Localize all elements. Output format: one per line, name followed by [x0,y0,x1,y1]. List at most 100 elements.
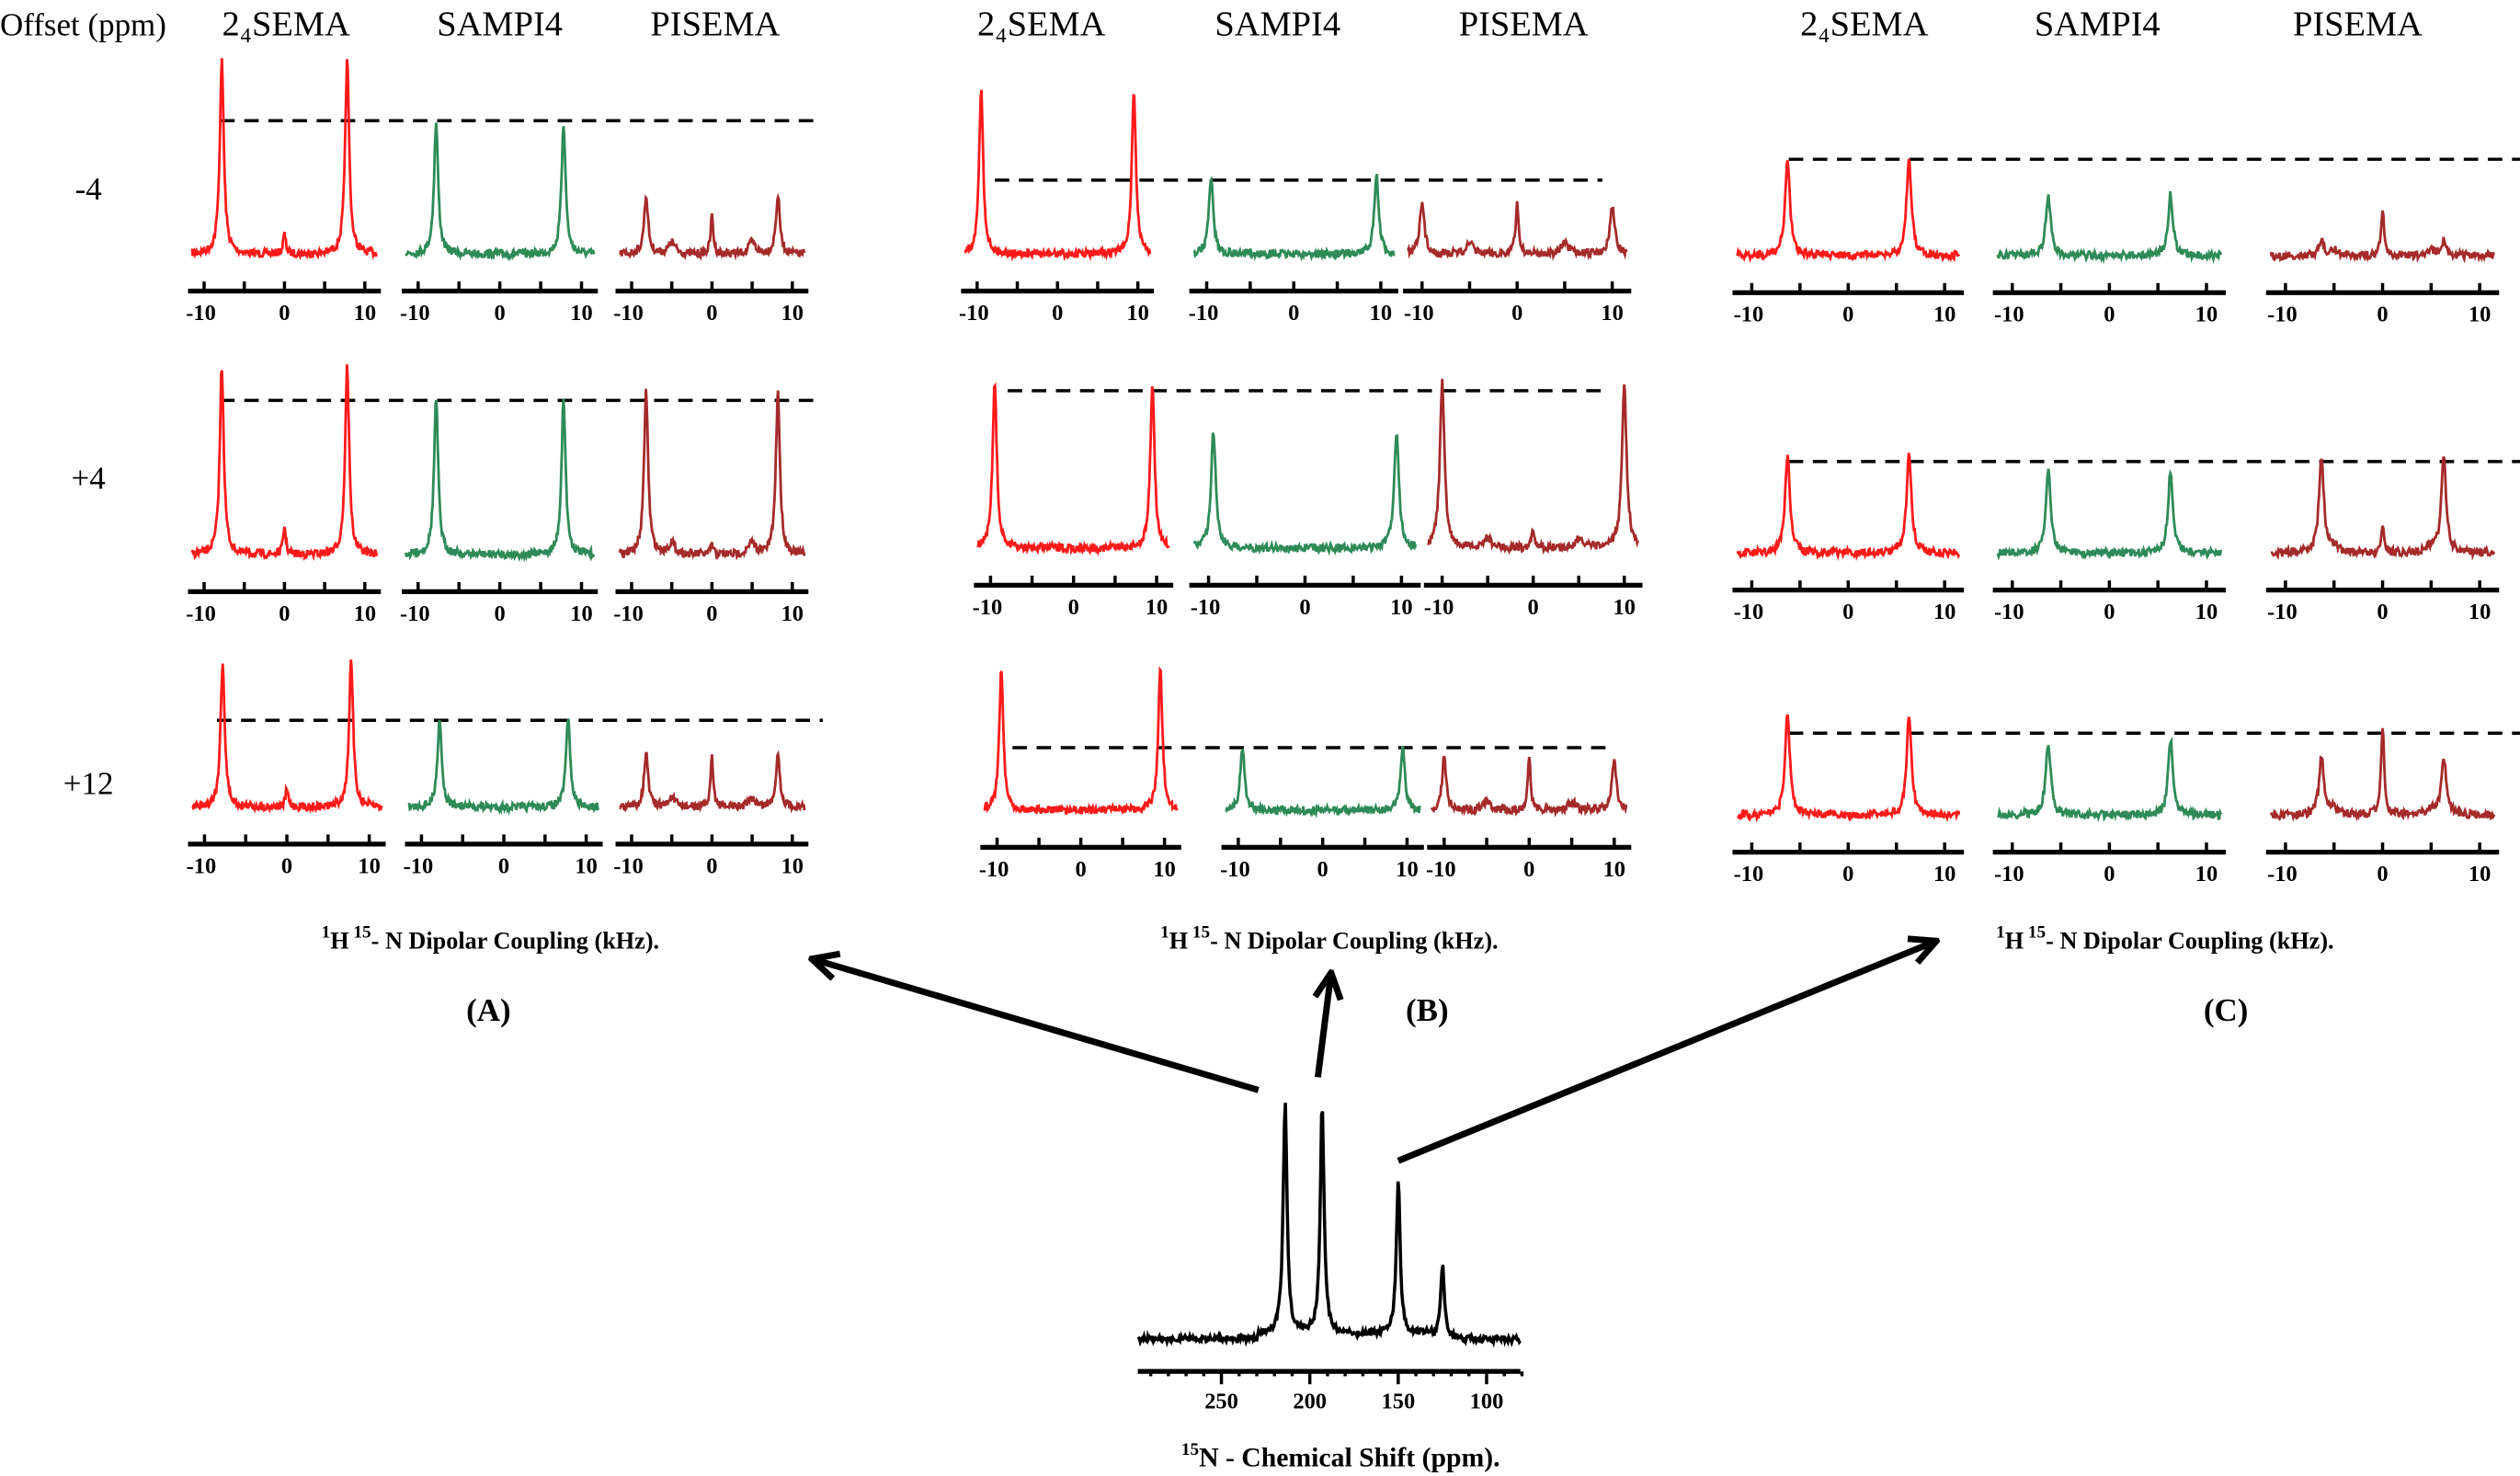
x-tick-label: 0 [2377,862,2388,887]
x-tick-label: 0 [2104,600,2115,624]
x-tick-label: 0 [1068,595,1079,620]
x-tick-label: 0 [2377,303,2388,327]
xlabel-sup: 1 [1160,922,1169,942]
chemical-shift-tick-label: 200 [1293,1389,1327,1413]
chemical-shift-tick-label: 100 [1470,1389,1504,1413]
x-tick-label: 0 [1842,862,1853,887]
x-tick-label: 10 [1126,301,1148,326]
x-tick-label: -10 [959,301,989,326]
x-tick-label: 10 [1933,600,1956,624]
x-tick-label: 0 [706,601,717,626]
x-tick-label: -10 [186,601,216,626]
xlabel-rest: - N Dipolar Coupling (kHz). [2046,927,2333,954]
xlabel-sup: 1 [322,922,331,942]
spectrum-24sema [1736,452,1961,562]
dipolar-coupling-xlabel: 1H 15- N Dipolar Coupling (kHz). [1160,922,1499,954]
spectrum-pisema [1430,755,1628,818]
spectrum-pisema [619,749,806,814]
x-tick-label: -10 [1734,600,1764,624]
x-tick-label: -10 [1189,301,1219,326]
arrow-to-b [1317,976,1330,1078]
x-tick-label: -10 [1424,595,1454,620]
x-tick-label: 0 [1317,857,1328,882]
spectrum-pisema [619,192,806,262]
offset-label: -4 [75,171,102,207]
x-tick-label: 10 [1370,301,1392,326]
spectrum-sampi4 [1225,746,1421,818]
spectrum-24sema [190,58,379,261]
method-header: 2₄SEMA [222,6,350,44]
x-tick-label: -10 [979,857,1009,882]
x-tick-label: 10 [1613,595,1635,620]
x-tick-label: 0 [706,853,717,878]
x-tick-label: 10 [2469,303,2491,327]
x-tick-label: 10 [781,853,804,878]
chemical-shift-tick-label: 250 [1204,1389,1238,1413]
xlabel-h: H [1169,927,1188,954]
xlabel-h: H [330,927,348,954]
x-tick-label: 0 [1511,301,1522,326]
panel-label: (A) [466,992,511,1028]
offset-label: +12 [63,766,114,802]
xlabel-sup: 15 [349,922,371,942]
x-tick-label: 10 [570,601,592,626]
x-tick-label: 10 [1933,303,1956,327]
dipolar-coupling-xlabel: 1H 15- N Dipolar Coupling (kHz). [322,922,660,954]
spectrum-pisema [618,388,806,561]
x-tick-label: 0 [1528,595,1539,620]
x-tick-label: 0 [495,601,506,626]
x-tick-label: -10 [404,853,434,878]
method-header: 2₄SEMA [977,6,1106,44]
spectrum-24sema [1737,714,1961,823]
panel-label: (B) [1406,992,1449,1028]
x-tick-label: -10 [187,853,217,878]
arrow-to-a [815,960,1260,1093]
x-tick-label: 0 [706,301,717,326]
spectrum-sampi4 [1996,191,2223,265]
chemical-shift-spectrum [1136,1103,1522,1348]
method-header: SAMPI4 [437,6,563,44]
x-tick-label: 0 [2104,862,2115,887]
x-tick-label: -10 [613,853,644,878]
spectrum-pisema [2269,210,2496,264]
panel-c: 2₄SEMA SAMPI4 PISEMA-10 0 10 -10 0 10 -10 0 10-10 0… [1732,6,2520,1028]
x-tick-label: -10 [1734,862,1764,887]
x-tick-label: -10 [613,601,644,626]
x-tick-label: 10 [1390,595,1412,620]
x-tick-label: -10 [2267,862,2298,887]
spectrum-24sema [190,364,379,562]
x-tick-label: -10 [1426,857,1456,882]
x-tick-label: 10 [2195,600,2218,624]
x-tick-label: 0 [1052,301,1063,326]
x-tick-label: 0 [1842,303,1853,327]
x-tick-label: 10 [781,601,804,626]
x-tick-label: -10 [1220,857,1250,882]
spectrum-pisema [2270,456,2496,561]
x-tick-label: -10 [613,301,644,326]
x-tick-label: 10 [781,301,804,326]
x-tick-label: 0 [279,301,290,326]
x-tick-label: -10 [1191,595,1221,620]
x-tick-label: -10 [400,601,430,626]
spectrum-24sema [1736,158,1961,264]
xlabel-h: H [2005,927,2024,954]
xlabel-sup: 15 [1188,922,1210,942]
x-tick-label: 10 [1601,301,1623,326]
xlabel-sup: 1 [1996,922,2005,942]
panel-b: 2₄SEMA SAMPI4 PISEMA-10 0 10 -10 0 10 -10 0 10-10 0… [959,6,1643,1028]
x-tick-label: 10 [2469,862,2491,887]
x-tick-label: 10 [570,301,592,326]
x-tick-label: 0 [2377,600,2388,624]
x-tick-label: 10 [1146,595,1168,620]
x-tick-label: -10 [400,301,430,326]
method-header: SAMPI4 [1214,6,1340,44]
spectrum-sampi4 [1192,173,1396,262]
arrow-to-c [1397,943,1933,1164]
x-tick-label: 10 [2469,600,2491,624]
panel-label: (C) [2204,992,2249,1028]
method-header: PISEMA [2293,6,2423,44]
spectrum-sampi4 [1192,432,1418,556]
method-header: SAMPI4 [2035,6,2161,44]
x-tick-label: -10 [1994,303,2024,327]
